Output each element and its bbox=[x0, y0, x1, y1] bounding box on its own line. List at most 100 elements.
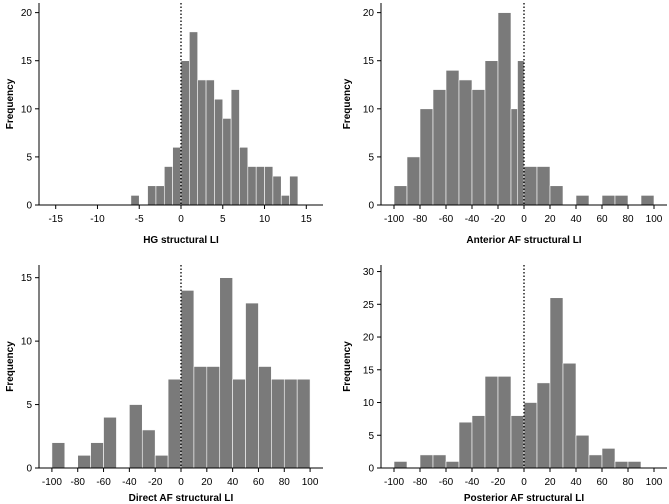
y-tick-label: 5 bbox=[368, 431, 374, 442]
x-tick-label: 40 bbox=[227, 477, 239, 488]
x-tick-label: 100 bbox=[646, 214, 663, 225]
histogram-bar bbox=[497, 12, 512, 206]
histogram-bar bbox=[640, 195, 655, 206]
histogram-bar bbox=[484, 60, 499, 206]
histogram-bar bbox=[406, 156, 421, 206]
histogram-bar bbox=[601, 448, 616, 469]
histogram-bar bbox=[497, 376, 512, 469]
histogram-panel-3: 0 5 10 15 -100 -80 -60 -40 -20 0 20 40 60 80 100 Direct… bbox=[5, 265, 323, 504]
x-tick-label: 80 bbox=[279, 477, 291, 488]
x-tick-label: -20 bbox=[491, 477, 506, 488]
x-tick-label: -80 bbox=[71, 477, 86, 488]
histogram-bar bbox=[206, 366, 221, 469]
histogram-bar bbox=[445, 70, 460, 206]
x-tick-label: 80 bbox=[622, 214, 634, 225]
x-tick-label: 0 bbox=[178, 477, 184, 488]
x-tick-label: -40 bbox=[122, 477, 137, 488]
histogram-bar bbox=[247, 166, 257, 206]
y-axis-label: Frequency bbox=[5, 78, 16, 129]
y-tick-label: 15 bbox=[21, 273, 33, 284]
histogram-bar bbox=[562, 362, 577, 469]
histogram-panel-4: 0 5 10 15 20 25 30 -100 -80 -60 -40 -20 0 20 40 60 80 100… bbox=[342, 265, 667, 504]
histogram-bar bbox=[523, 166, 538, 206]
x-tick-label: 5 bbox=[220, 214, 226, 225]
histogram-bar bbox=[90, 442, 104, 469]
histogram-bar bbox=[167, 378, 182, 469]
histogram-bar bbox=[575, 434, 590, 469]
x-tick-label: -15 bbox=[48, 214, 63, 225]
histogram-bar bbox=[77, 455, 91, 469]
histogram-bar bbox=[536, 166, 551, 206]
histogram-bar bbox=[141, 429, 156, 469]
histogram-bar bbox=[549, 297, 564, 469]
x-tick-label: -100 bbox=[384, 214, 404, 225]
histogram-bar bbox=[180, 290, 195, 469]
histogram-bar bbox=[458, 421, 473, 469]
histogram-bar bbox=[172, 146, 182, 206]
histogram-bar bbox=[103, 416, 117, 469]
histogram-bar bbox=[536, 382, 551, 469]
histogram-bar bbox=[163, 166, 173, 206]
histogram-bar bbox=[523, 402, 538, 469]
histogram-bar bbox=[230, 89, 240, 206]
histogram-bar bbox=[51, 442, 66, 469]
histogram-bar bbox=[245, 302, 259, 469]
histogram-bar bbox=[258, 366, 272, 469]
y-tick-label: 15 bbox=[21, 56, 33, 67]
histogram-bar bbox=[264, 166, 274, 206]
histogram-bar bbox=[419, 454, 434, 469]
x-tick-label: 20 bbox=[544, 477, 556, 488]
x-tick-label: -5 bbox=[135, 214, 144, 225]
histogram-bar bbox=[205, 79, 215, 206]
x-tick-label: 100 bbox=[646, 477, 663, 488]
histogram-bar bbox=[614, 461, 629, 469]
x-axis-label: Direct AF structural LI bbox=[129, 493, 234, 504]
y-tick-label: 25 bbox=[363, 300, 375, 311]
histogram-bar bbox=[255, 166, 265, 206]
x-tick-label: -40 bbox=[465, 477, 480, 488]
x-tick-label: -20 bbox=[491, 214, 506, 225]
histogram-bar bbox=[510, 415, 525, 469]
histogram-bar bbox=[239, 146, 249, 206]
x-tick-label: -60 bbox=[439, 214, 454, 225]
histogram-bar bbox=[614, 195, 629, 206]
histogram-bar bbox=[601, 195, 616, 206]
histogram-bar bbox=[296, 378, 311, 469]
histogram-bar bbox=[471, 89, 486, 206]
y-tick-label: 0 bbox=[368, 201, 374, 212]
histogram-bar bbox=[271, 378, 285, 469]
x-axis-label: HG structural LI bbox=[143, 235, 219, 246]
x-tick-label: -100 bbox=[384, 477, 404, 488]
histogram-bar bbox=[432, 89, 447, 206]
histogram-bar bbox=[222, 118, 232, 206]
x-tick-label: 0 bbox=[178, 214, 184, 225]
histogram-bar bbox=[393, 185, 408, 206]
y-tick-label: 20 bbox=[21, 8, 33, 19]
x-tick-label: -20 bbox=[148, 477, 163, 488]
histogram-bar bbox=[197, 79, 207, 206]
histogram-bar bbox=[517, 60, 525, 206]
x-tick-label: 60 bbox=[596, 214, 608, 225]
y-tick-label: 10 bbox=[363, 398, 375, 409]
y-axis-label: Frequency bbox=[5, 341, 16, 392]
histogram-bar bbox=[549, 185, 564, 206]
histogram-bar bbox=[588, 454, 603, 469]
histogram-bar bbox=[432, 454, 447, 469]
y-tick-label: 30 bbox=[363, 267, 375, 278]
histogram-panel-2: 0 5 10 15 20 -100 -80 -60 -40 -20 0 20 40 60 80 100 Ante… bbox=[342, 3, 667, 246]
y-tick-label: 5 bbox=[368, 152, 374, 163]
histogram-bar bbox=[393, 461, 408, 469]
x-tick-label: 0 bbox=[521, 214, 527, 225]
y-tick-label: 5 bbox=[26, 152, 32, 163]
histogram-bar bbox=[180, 60, 190, 206]
x-tick-label: 20 bbox=[544, 214, 556, 225]
histogram-bar bbox=[419, 108, 434, 206]
x-tick-label: 40 bbox=[570, 214, 582, 225]
histogram-panel-1: 0 5 10 15 20 -15 -10 -5 0 5 10 15 HG structural LI Fr… bbox=[5, 3, 323, 246]
histogram-bar bbox=[219, 277, 233, 469]
histogram-bar bbox=[471, 415, 486, 469]
x-tick-label: 10 bbox=[259, 214, 271, 225]
histogram-bar bbox=[193, 366, 208, 469]
y-tick-label: 15 bbox=[363, 56, 375, 67]
